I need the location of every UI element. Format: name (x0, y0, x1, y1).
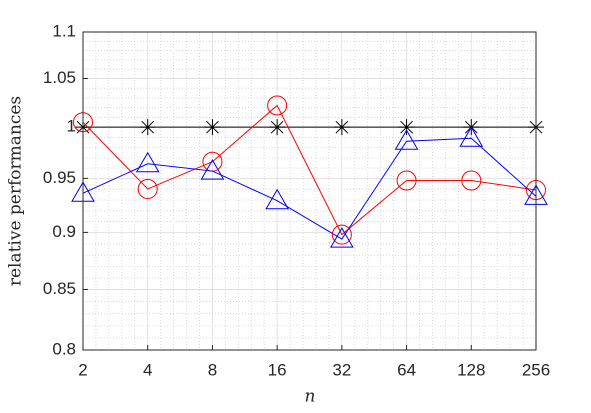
triangle-marker (200, 159, 225, 180)
asterisk-marker (398, 119, 415, 136)
series-line (82, 137, 537, 240)
x-tick-label: 4 (143, 360, 152, 379)
y-axis-label: relative performances (6, 96, 26, 286)
y-tick-label: 0.9 (52, 222, 76, 241)
x-tick-label: 2 (78, 360, 87, 379)
x-tick-label: 8 (208, 360, 217, 379)
circle-marker (396, 170, 417, 191)
y-tick-label: 1.05 (43, 68, 76, 87)
circle-marker (137, 178, 158, 199)
y-tick-label: 1.1 (52, 21, 76, 40)
x-axis-label: n (305, 387, 316, 407)
asterisk-marker (139, 119, 156, 136)
y-tick-label: 0.8 (52, 339, 76, 358)
x-tick-label: 256 (522, 360, 550, 379)
circle-marker (267, 95, 288, 116)
triangle-marker (459, 126, 484, 147)
axes-box (82, 31, 537, 351)
series-line (82, 104, 537, 236)
plot (71, 95, 548, 248)
triangle-marker (265, 188, 290, 210)
x-tick-label: 16 (268, 360, 287, 379)
triangle-marker (329, 227, 354, 248)
y-tick-label: 1 (67, 117, 76, 136)
y-tick-label: 0.85 (43, 279, 76, 298)
y-tick-label: 0.95 (43, 168, 76, 187)
x-tick-label: 128 (457, 360, 485, 379)
asterisk-marker (204, 119, 221, 136)
triangle-marker (394, 129, 419, 150)
circle-marker (331, 224, 352, 245)
x-tick-label: 32 (332, 360, 351, 379)
triangle-marker (135, 151, 160, 173)
asterisk-marker (269, 119, 286, 136)
circle-marker (461, 170, 482, 191)
plot-area (83, 32, 536, 350)
asterisk-marker (333, 119, 350, 136)
x-tick-label: 64 (397, 360, 416, 379)
